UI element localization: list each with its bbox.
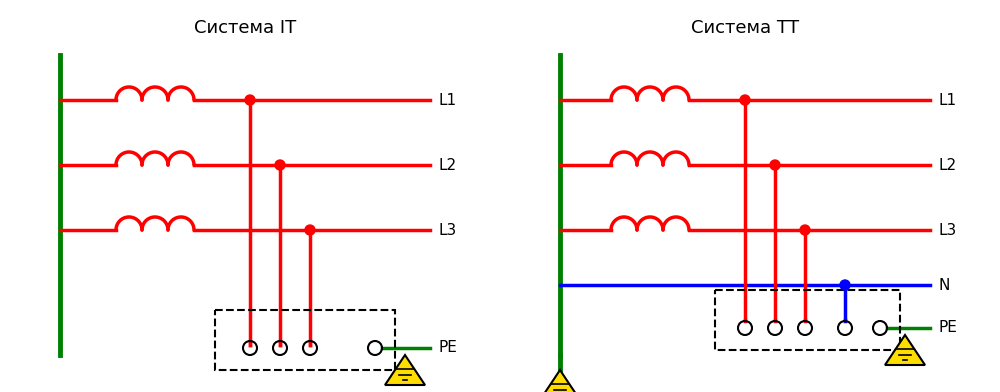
Circle shape: [740, 95, 750, 105]
Circle shape: [245, 95, 255, 105]
Text: L3: L3: [438, 223, 456, 238]
Circle shape: [800, 225, 810, 235]
Bar: [215, 310, 395, 370]
Circle shape: [275, 160, 285, 170]
Text: N: N: [938, 278, 949, 292]
Text: L2: L2: [438, 158, 456, 172]
Polygon shape: [540, 370, 580, 392]
Text: PE: PE: [438, 341, 457, 356]
Text: PE: PE: [938, 321, 957, 336]
Circle shape: [840, 280, 850, 290]
Text: L2: L2: [938, 158, 956, 172]
Polygon shape: [385, 355, 425, 385]
Text: L3: L3: [938, 223, 956, 238]
Bar: [715, 290, 900, 350]
Circle shape: [305, 225, 315, 235]
Polygon shape: [885, 335, 925, 365]
Circle shape: [770, 160, 780, 170]
Text: Система ТТ: Система ТТ: [691, 19, 799, 37]
Text: L1: L1: [438, 93, 456, 107]
Text: Система IT: Система IT: [194, 19, 296, 37]
Text: L1: L1: [938, 93, 956, 107]
